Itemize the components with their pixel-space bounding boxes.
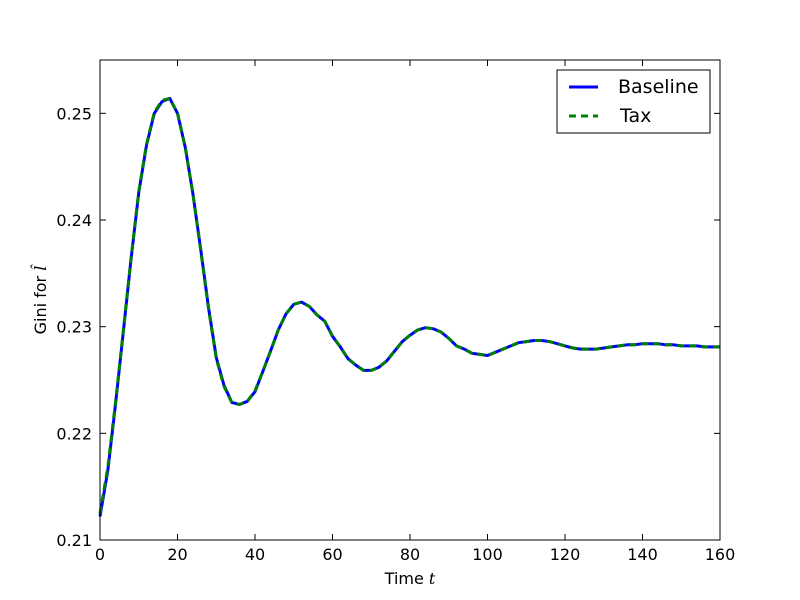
legend-label-tax: Tax bbox=[619, 105, 651, 127]
y-axis-label: Gini for l̂ bbox=[31, 264, 50, 335]
y-tick-label: 0.24 bbox=[56, 211, 92, 230]
x-tick-label: 140 bbox=[627, 545, 658, 564]
tick-labels: 0 20 40 60 80 100 120 140 160 0.21 0.22 0.23 0.24 0.2… bbox=[56, 104, 735, 564]
x-tick-label: 120 bbox=[550, 545, 581, 564]
y-tick-label: 0.25 bbox=[56, 104, 92, 123]
x-tick-label: 40 bbox=[245, 545, 265, 564]
legend-label-baseline: Baseline bbox=[618, 76, 699, 98]
y-tick-label: 0.21 bbox=[56, 531, 92, 550]
x-tick-label: 20 bbox=[167, 545, 187, 564]
legend-box bbox=[556, 69, 711, 134]
x-tick-label: 0 bbox=[95, 545, 105, 564]
x-axis-label: Time t bbox=[384, 569, 436, 588]
plot-frame bbox=[99, 59, 721, 541]
y-tick-label: 0.23 bbox=[56, 318, 92, 337]
x-tick-label: 160 bbox=[705, 545, 736, 564]
y-tick-label: 0.22 bbox=[56, 424, 92, 443]
series-line-tax bbox=[98, 96, 720, 514]
x-tick-label: 60 bbox=[322, 545, 342, 564]
x-tick-label: 80 bbox=[400, 545, 420, 564]
x-tick-label: 100 bbox=[472, 545, 503, 564]
plot-lines bbox=[98, 96, 720, 517]
legend: Baseline Tax bbox=[556, 69, 711, 134]
